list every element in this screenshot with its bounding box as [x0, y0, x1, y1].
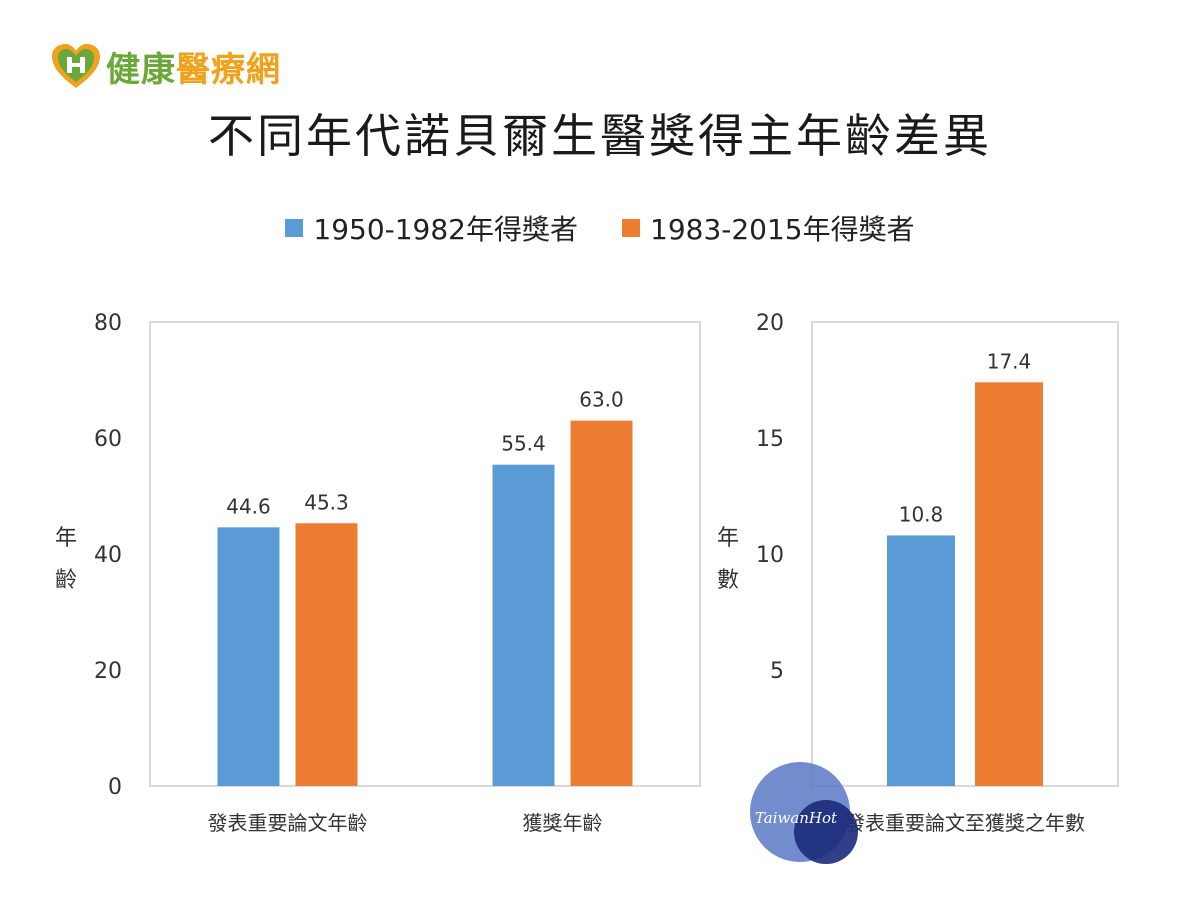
legend-label-series1: 1950-1982年得獎者: [313, 213, 578, 246]
data-label: 44.6: [226, 494, 271, 518]
category-label: 發表重要論文年齡: [208, 811, 368, 835]
category-label: 發表重要論文至獲獎之年數: [845, 811, 1085, 835]
data-label: 10.8: [899, 502, 944, 526]
brand-name-part1: 健康: [106, 49, 176, 90]
bar-series1: [887, 535, 955, 786]
plot-frame-1: [811, 321, 1119, 787]
data-label: 17.4: [987, 349, 1032, 373]
watermark-circle-small: [794, 800, 858, 864]
legend-swatch-series1: [285, 219, 304, 237]
y-tick-label: 80: [94, 311, 122, 336]
bar-series1: [492, 464, 555, 786]
legend-item-series2: 1983-2015年得獎者: [622, 208, 915, 248]
data-label: 63.0: [579, 388, 624, 412]
watermark-text: TaiwanHot: [755, 809, 838, 827]
y-axis-label: 年: [717, 526, 739, 551]
data-label: 55.4: [501, 432, 546, 456]
y-tick-label: 40: [94, 543, 122, 568]
y-axis-label: 數: [717, 568, 739, 593]
y-axis-label: 齡: [55, 568, 77, 593]
plot-frame-0: [149, 321, 701, 787]
heart-cross-icon: [52, 44, 100, 88]
y-tick-label: 20: [94, 659, 122, 684]
brand-logo: 健康醫療網: [50, 40, 281, 92]
legend-swatch-series2: [622, 219, 640, 237]
bar-series1: [217, 527, 280, 786]
bar-series2: [570, 420, 633, 786]
legend: 1950-1982年得獎者 1983-2015年得獎者: [0, 208, 1200, 248]
brand-name-part2: 醫療網: [176, 49, 281, 90]
y-tick-label: 0: [108, 775, 122, 800]
y-tick-label: 15: [756, 427, 784, 452]
legend-item-series1: 1950-1982年得獎者: [285, 208, 578, 248]
y-tick-label: 5: [770, 659, 784, 684]
bar-series2: [975, 382, 1043, 786]
y-tick-label: 20: [756, 311, 784, 336]
brand-name: 健康醫療網: [106, 42, 281, 91]
chart-title: 不同年代諾貝爾生醫獎得主年齡差異: [208, 109, 992, 163]
category-label: 獲獎年齡: [523, 811, 603, 835]
y-tick-label: 60: [94, 427, 122, 452]
data-label: 45.3: [304, 490, 349, 514]
y-axis-label: 年: [55, 526, 77, 551]
y-tick-label: 10: [756, 543, 784, 568]
legend-label-series2: 1983-2015年得獎者: [650, 213, 915, 246]
bar-series2: [295, 523, 358, 786]
